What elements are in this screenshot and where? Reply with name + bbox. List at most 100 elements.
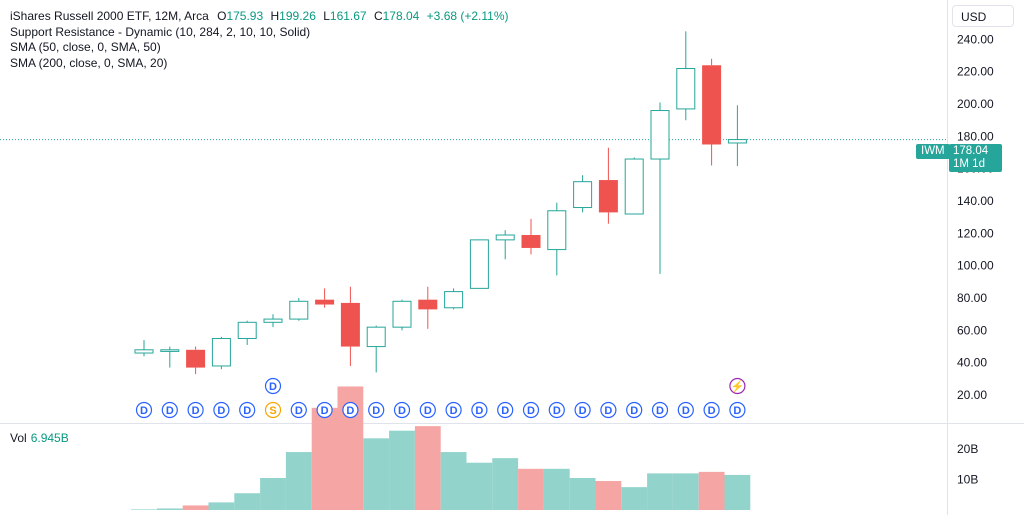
candle-body-up: [134, 349, 154, 354]
volume-bar: [595, 481, 622, 510]
low-label: L: [323, 9, 330, 23]
volume-legend[interactable]: Vol 6.945B: [10, 431, 69, 445]
dividend-marker[interactable]: D: [264, 377, 282, 395]
dividend-marker[interactable]: D: [729, 401, 746, 419]
volume-bar: [260, 477, 286, 510]
candle-body-up: [495, 234, 515, 241]
dividend-marker[interactable]: D: [187, 401, 204, 419]
dividend-marker[interactable]: D: [445, 401, 462, 419]
dividend-marker[interactable]: D: [471, 401, 488, 419]
indicator-support-resistance[interactable]: Support Resistance - Dynamic (10, 284, 2…: [10, 24, 311, 39]
candle: [598, 147, 618, 224]
candle: [340, 286, 360, 366]
marker-circle: [135, 401, 153, 419]
marker-label: D: [682, 405, 690, 417]
marker-circle: [703, 401, 720, 419]
candle-body-down: [418, 299, 438, 310]
volume-bar: [647, 473, 673, 510]
marker-circle: [651, 401, 669, 419]
marker-label: D: [475, 405, 483, 417]
dividend-marker[interactable]: D: [161, 401, 178, 419]
marker-label: D: [450, 405, 458, 417]
volume-bar: [131, 509, 157, 510]
price-tick-label: 200.00: [957, 97, 994, 111]
marker-circle: [600, 401, 617, 419]
dividend-marker[interactable]: D: [290, 401, 307, 419]
volume-bar: [543, 468, 570, 510]
dividend-marker[interactable]: D: [342, 401, 359, 419]
marker-circle: [342, 401, 359, 419]
volume-bar: [724, 474, 751, 510]
high-value: 199.26: [279, 9, 316, 23]
marker-label: D: [579, 405, 587, 417]
candle: [624, 157, 644, 215]
dividend-marker[interactable]: D: [316, 401, 333, 419]
marker-label: D: [192, 405, 200, 417]
marker-circle: [522, 401, 540, 419]
candle: [315, 288, 335, 308]
dividend-marker[interactable]: D: [239, 401, 256, 419]
marker-label: D: [346, 405, 354, 417]
dividend-marker[interactable]: D: [703, 401, 720, 419]
price-axis[interactable]: 20.0040.0060.0080.00100.00120.00140.0016…: [957, 32, 994, 402]
marker-label: D: [372, 405, 380, 417]
indicator-sma-200[interactable]: SMA (200, close, 0, SMA, 20): [10, 55, 168, 70]
marker-circle: [626, 401, 643, 419]
marker-label: D: [217, 405, 225, 417]
marker-circle: [574, 401, 591, 419]
marker-circle: [161, 401, 178, 419]
dividend-marker[interactable]: D: [393, 401, 411, 419]
split-marker[interactable]: S: [264, 401, 282, 419]
low-value: 161.67: [329, 9, 367, 23]
candle-body-down: [315, 299, 335, 305]
dividend-marker[interactable]: D: [600, 401, 617, 419]
currency-button[interactable]: USD: [952, 5, 1014, 27]
price-tick-label: 40.00: [957, 356, 987, 370]
dividend-marker[interactable]: D: [135, 401, 153, 419]
marker-label: D: [527, 405, 535, 417]
candle-body-up: [366, 326, 386, 348]
dividend-marker[interactable]: D: [497, 401, 514, 419]
dividend-marker[interactable]: D: [677, 401, 694, 419]
candle: [134, 340, 154, 357]
volume-axis[interactable]: 10B 20B: [957, 442, 978, 487]
close-value: 178.04: [382, 9, 420, 23]
dividend-marker[interactable]: D: [626, 401, 643, 419]
dividend-marker[interactable]: D: [651, 401, 669, 419]
candle: [289, 298, 309, 321]
dividend-marker[interactable]: D: [548, 401, 565, 419]
marker-circle: [239, 401, 256, 419]
candle-body-up: [444, 291, 464, 309]
dividend-marker[interactable]: D: [419, 401, 436, 419]
candle: [702, 58, 722, 166]
candle-body-down: [340, 302, 360, 347]
volume-bar: [518, 468, 544, 510]
event-markers[interactable]: D D D D D S D D D D D D D D D D D D D D D D D DD ⚡: [135, 377, 746, 419]
symbol-title[interactable]: iShares Russell 2000 ETF, 12M, Arca: [10, 9, 209, 23]
ohlc-row[interactable]: iShares Russell 2000 ETF, 12M, Arca O175…: [10, 9, 509, 25]
candle-body-down: [186, 349, 206, 368]
marker-circle: [368, 401, 385, 419]
change-value: +3.68 (+2.11%): [426, 9, 509, 23]
dividend-marker[interactable]: D: [574, 401, 591, 419]
volume-bar: [466, 462, 493, 510]
volume-bar: [621, 487, 648, 510]
indicator-sma-50[interactable]: SMA (50, close, 0, SMA, 50): [10, 40, 161, 54]
symbol-price-tag: IWM: [916, 144, 950, 159]
marker-label: D: [166, 405, 174, 417]
marker-circle: [264, 377, 282, 395]
event-marker[interactable]: ⚡: [729, 377, 746, 395]
candle-body-up: [469, 239, 489, 289]
dividend-marker[interactable]: D: [213, 401, 230, 419]
marker-circle: [213, 401, 230, 419]
open-value: 175.93: [226, 9, 264, 23]
dividend-marker[interactable]: D: [522, 401, 540, 419]
dividend-marker[interactable]: D: [368, 401, 385, 419]
candle: [547, 202, 567, 276]
marker-circle: [548, 401, 565, 419]
marker-label: D: [553, 405, 561, 417]
chart-legend: iShares Russell 2000 ETF, 12M, Arca O175…: [10, 9, 509, 71]
price-tick-label: 120.00: [957, 226, 994, 240]
volume-bar: [440, 452, 467, 510]
marker-label: D: [733, 405, 741, 417]
